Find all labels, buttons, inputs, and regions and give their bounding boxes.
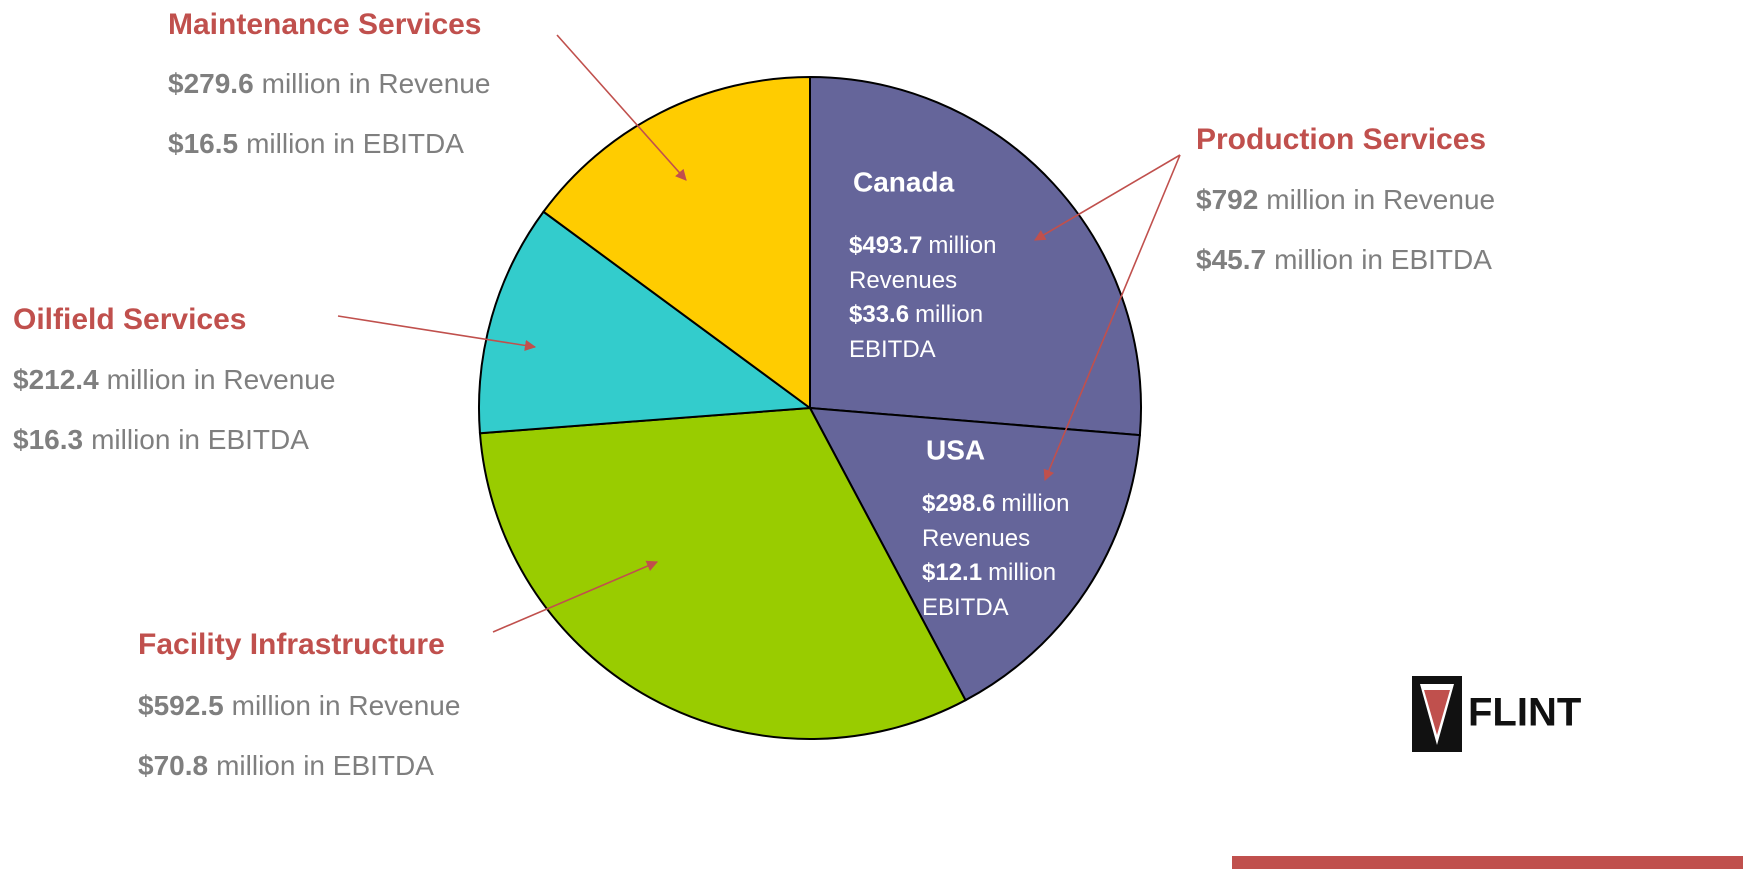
revenue-line: $279.6 million in Revenue bbox=[168, 68, 490, 99]
group-title: Production Services bbox=[1196, 123, 1486, 156]
revenue-suffix: million in Revenue bbox=[262, 68, 491, 99]
pie-slice bbox=[809, 75, 1142, 437]
ebitda-line: $33.6 million bbox=[849, 301, 983, 328]
million: million bbox=[928, 232, 996, 259]
revenue-suffix: million in Revenue bbox=[1266, 184, 1495, 215]
slice-label: Maintenance Services $279.6 million in Rev… bbox=[168, 8, 490, 159]
revenues-word: Revenues bbox=[922, 525, 1030, 552]
group-revenue-value: $792 bbox=[1196, 184, 1258, 215]
revenue-line: $592.5 million in Revenue bbox=[138, 690, 460, 721]
pie-slice bbox=[542, 75, 811, 410]
slice-label: Facility Infrastructure $592.5 million in … bbox=[138, 628, 460, 781]
ebitda-suffix: million in EBITDA bbox=[246, 128, 464, 159]
revenue-line: $493.7 million bbox=[849, 232, 996, 259]
ebitda-value: $33.6 bbox=[849, 301, 909, 328]
revenue-suffix: million in Revenue bbox=[107, 364, 336, 395]
ebitda-line: $16.5 million in EBITDA bbox=[168, 128, 464, 159]
category-label: Facility Infrastructure bbox=[138, 628, 445, 661]
production-group-label: Production Services $792 million in Reven… bbox=[1196, 123, 1495, 275]
arrow bbox=[492, 560, 659, 633]
million: million bbox=[1001, 490, 1069, 517]
ebitda-line: $70.8 million in EBITDA bbox=[138, 750, 434, 781]
ebitda-value: $16.3 bbox=[13, 424, 83, 455]
revenue-value: $592.5 bbox=[138, 690, 224, 721]
group-ebitda: $45.7 million in EBITDA bbox=[1196, 244, 1492, 275]
arrow bbox=[1034, 154, 1181, 241]
revenue-value: $279.6 bbox=[168, 68, 254, 99]
logo: FLINT bbox=[1232, 676, 1743, 869]
revenue-line: $212.4 million in Revenue bbox=[13, 364, 335, 395]
arrow bbox=[337, 315, 537, 351]
million: million bbox=[915, 301, 983, 328]
revenue-line: $298.6 million bbox=[922, 490, 1069, 517]
ebitda-word: EBITDA bbox=[922, 594, 1009, 621]
category-label: Oilfield Services bbox=[13, 303, 246, 336]
logo-text: FLINT bbox=[1468, 691, 1581, 735]
pie-slice bbox=[478, 406, 967, 740]
ebitda-suffix: million in EBITDA bbox=[1274, 244, 1492, 275]
category-label: USA bbox=[926, 434, 985, 465]
slice-label: Oilfield Services $212.4 million in Revenu… bbox=[13, 303, 335, 455]
revenue-suffix: million in Revenue bbox=[232, 690, 461, 721]
revenue-value: $212.4 bbox=[13, 364, 99, 395]
arrow bbox=[556, 34, 687, 181]
ebitda-value: $12.1 bbox=[922, 559, 982, 586]
pie-slice bbox=[808, 406, 1141, 702]
arrow bbox=[1043, 154, 1181, 482]
logo-icon bbox=[1412, 676, 1462, 752]
group-revenue: $792 million in Revenue bbox=[1196, 184, 1495, 215]
ebitda-suffix: million in EBITDA bbox=[216, 750, 434, 781]
pie bbox=[478, 75, 1142, 740]
revenue-value: $298.6 bbox=[922, 490, 995, 517]
category-label: Maintenance Services bbox=[168, 8, 482, 41]
ebitda-value: $70.8 bbox=[138, 750, 208, 781]
million: million bbox=[988, 559, 1056, 586]
ebitda-suffix: million in EBITDA bbox=[91, 424, 309, 455]
logo-bar bbox=[1232, 856, 1743, 869]
arrows bbox=[337, 34, 1181, 633]
logo-icon bbox=[1424, 690, 1450, 735]
revenues-word: Revenues bbox=[849, 267, 957, 294]
pie-slice bbox=[478, 210, 813, 435]
ebitda-line: $16.3 million in EBITDA bbox=[13, 424, 309, 455]
category-label: Canada bbox=[853, 166, 955, 197]
group-ebitda-value: $45.7 bbox=[1196, 244, 1266, 275]
ebitda-value: $16.5 bbox=[168, 128, 238, 159]
ebitda-line: $12.1 million bbox=[922, 559, 1056, 586]
ebitda-word: EBITDA bbox=[849, 336, 936, 363]
revenue-value: $493.7 bbox=[849, 232, 922, 259]
